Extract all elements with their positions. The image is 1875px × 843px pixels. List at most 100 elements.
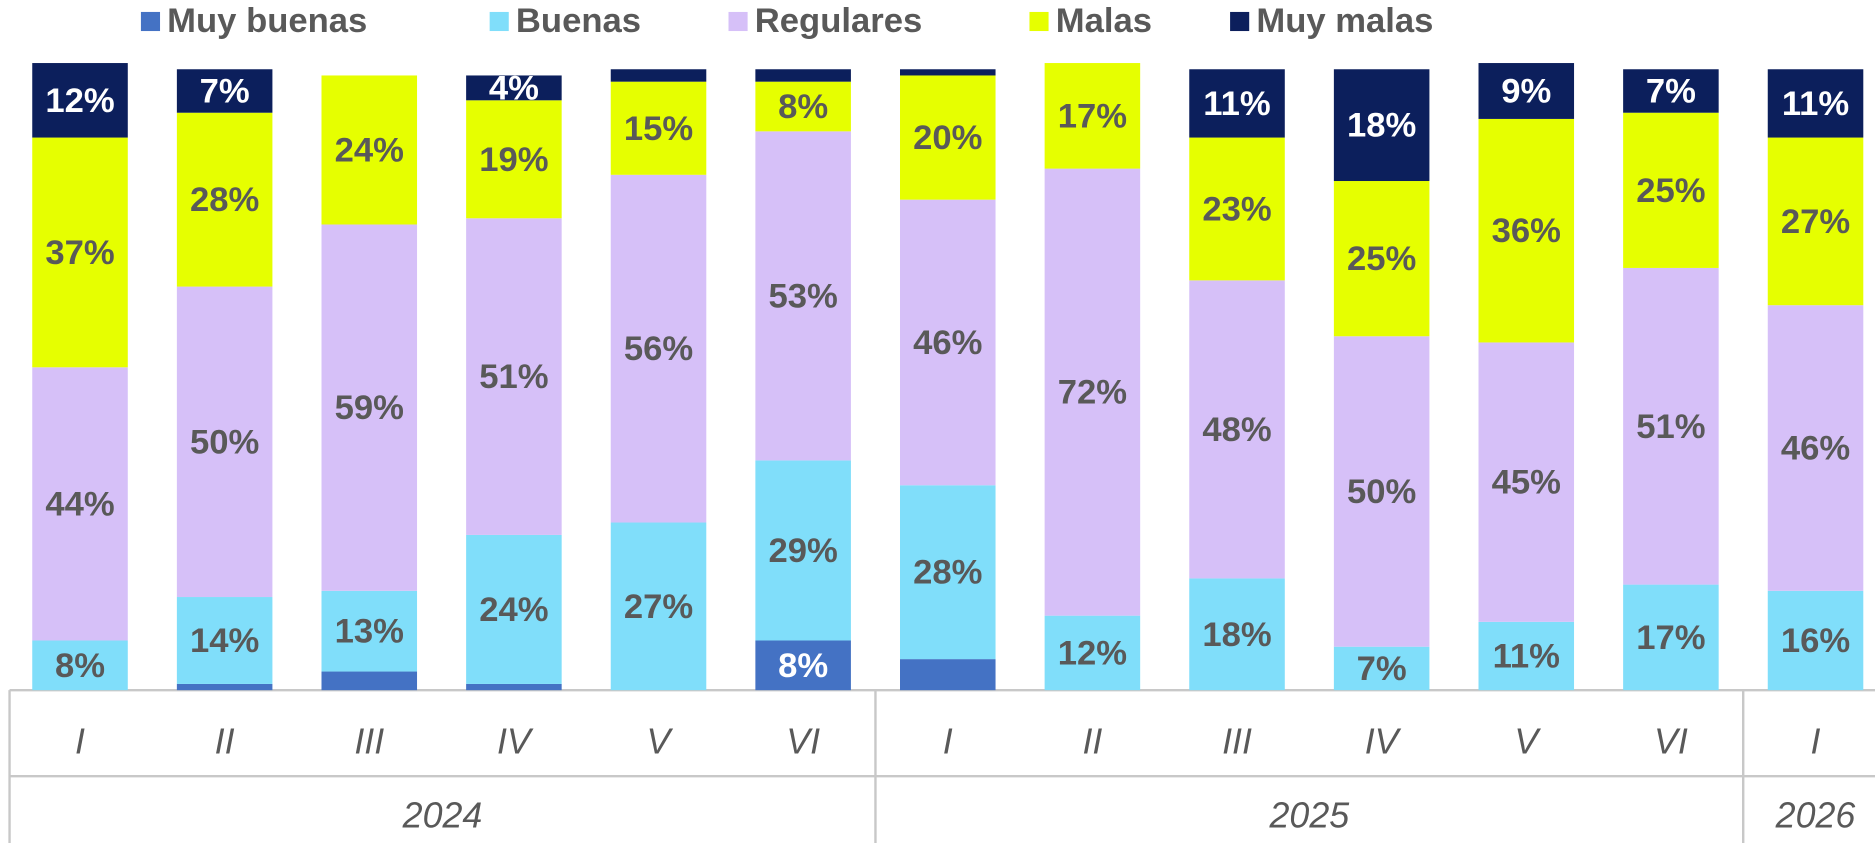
value-label: 18% bbox=[1347, 107, 1416, 145]
value-label: 7% bbox=[200, 73, 250, 111]
bar-segment bbox=[1767, 137, 1864, 306]
bar-segment bbox=[1333, 646, 1430, 691]
bar-segment bbox=[1478, 63, 1575, 119]
legend-swatch bbox=[728, 11, 748, 32]
bar-segment bbox=[1044, 168, 1141, 616]
bar-segment bbox=[1623, 267, 1719, 585]
bar-segment bbox=[755, 81, 851, 132]
value-label: 11% bbox=[1782, 85, 1849, 123]
value-label: 17% bbox=[1058, 97, 1127, 135]
x-tick-label: VI bbox=[786, 721, 820, 761]
value-label: 17% bbox=[1636, 619, 1705, 657]
value-label: 25% bbox=[1347, 240, 1416, 278]
x-tick-label: VI bbox=[1654, 721, 1688, 761]
bar-segment bbox=[1189, 137, 1285, 281]
value-label: 51% bbox=[1636, 408, 1705, 446]
value-label: 8% bbox=[55, 647, 105, 685]
bar-segment bbox=[610, 174, 707, 523]
group-label: 2025 bbox=[1268, 795, 1349, 835]
legend-swatch bbox=[489, 11, 509, 32]
value-label: 27% bbox=[624, 588, 693, 626]
bar-segment bbox=[1478, 342, 1575, 622]
x-tick-label: III bbox=[1222, 721, 1252, 761]
x-tick-label: IV bbox=[497, 721, 534, 761]
value-label: 56% bbox=[624, 330, 693, 368]
bar-segment bbox=[900, 199, 996, 486]
bar-segment bbox=[1623, 112, 1719, 268]
bar-segment bbox=[32, 137, 128, 368]
bar-segment bbox=[466, 100, 562, 219]
legend-label: Muy malas bbox=[1256, 2, 1433, 40]
x-tick-label: IV bbox=[1365, 721, 1402, 761]
bar-segment bbox=[1623, 69, 1719, 113]
value-label: 11% bbox=[1203, 85, 1270, 123]
value-label: 8% bbox=[778, 647, 828, 685]
x-tick-label: I bbox=[1811, 721, 1821, 761]
bar-segment bbox=[900, 659, 996, 691]
bar-segment bbox=[610, 69, 707, 82]
value-label: 48% bbox=[1202, 411, 1271, 449]
bar-segment bbox=[32, 367, 128, 641]
bar-segment bbox=[1189, 69, 1285, 138]
value-label: 28% bbox=[190, 181, 259, 219]
x-tick-label: I bbox=[943, 721, 953, 761]
value-label: 7% bbox=[1646, 73, 1696, 111]
bar-segment bbox=[176, 683, 273, 691]
value-label: 53% bbox=[768, 277, 837, 315]
value-label: 27% bbox=[1781, 203, 1850, 241]
bar-segment bbox=[900, 485, 996, 660]
value-label: 46% bbox=[913, 324, 982, 362]
bar-segment bbox=[1767, 305, 1864, 591]
bar-segment bbox=[176, 69, 273, 113]
value-label: 44% bbox=[45, 485, 114, 523]
value-label: 9% bbox=[1501, 73, 1551, 111]
value-label: 11% bbox=[1493, 638, 1560, 676]
value-label: 4% bbox=[489, 69, 539, 107]
bar-segment bbox=[1767, 590, 1864, 691]
bar-segment bbox=[900, 69, 996, 76]
group-label: 2024 bbox=[402, 795, 483, 835]
bar-segment bbox=[321, 75, 418, 225]
bar-segment bbox=[32, 640, 128, 691]
value-label: 29% bbox=[768, 532, 837, 570]
bar-segment bbox=[755, 460, 851, 641]
value-label: 59% bbox=[335, 389, 404, 427]
bar-segment bbox=[321, 224, 418, 591]
value-label: 25% bbox=[1636, 172, 1705, 210]
value-label: 28% bbox=[913, 554, 982, 592]
bar-segment bbox=[900, 75, 996, 200]
value-label: 15% bbox=[624, 110, 693, 148]
bar-segment bbox=[32, 63, 128, 138]
bar-segment bbox=[176, 286, 273, 598]
bar-segment bbox=[755, 640, 851, 691]
x-tick-label: V bbox=[1514, 721, 1541, 761]
value-label: 16% bbox=[1781, 622, 1850, 660]
bar-segment bbox=[466, 218, 562, 535]
x-tick-label: V bbox=[647, 721, 674, 761]
value-label: 23% bbox=[1202, 190, 1271, 228]
legend-swatch bbox=[1029, 11, 1049, 32]
value-label: 50% bbox=[1347, 473, 1416, 511]
legend-label: Malas bbox=[1056, 2, 1152, 40]
value-label: 7% bbox=[1357, 650, 1407, 688]
bar-segment bbox=[176, 597, 273, 684]
value-label: 24% bbox=[335, 132, 404, 170]
group-label: 2026 bbox=[1775, 795, 1856, 835]
x-tick-label: III bbox=[354, 721, 384, 761]
bar-segment bbox=[1478, 118, 1575, 343]
bar-segment bbox=[466, 75, 562, 101]
bar-segment bbox=[466, 534, 562, 684]
value-label: 45% bbox=[1492, 464, 1561, 502]
bar-segment bbox=[1333, 181, 1430, 337]
value-label: 8% bbox=[778, 88, 828, 126]
legend-label: Muy buenas bbox=[167, 2, 367, 40]
value-label: 51% bbox=[479, 358, 548, 396]
bar-segment bbox=[1333, 336, 1430, 647]
legend-label: Buenas bbox=[516, 2, 641, 40]
legend-swatch bbox=[140, 11, 161, 32]
value-label: 18% bbox=[1202, 616, 1271, 654]
value-label: 24% bbox=[479, 591, 548, 629]
bar-segment bbox=[321, 671, 418, 691]
value-label: 14% bbox=[190, 622, 259, 660]
